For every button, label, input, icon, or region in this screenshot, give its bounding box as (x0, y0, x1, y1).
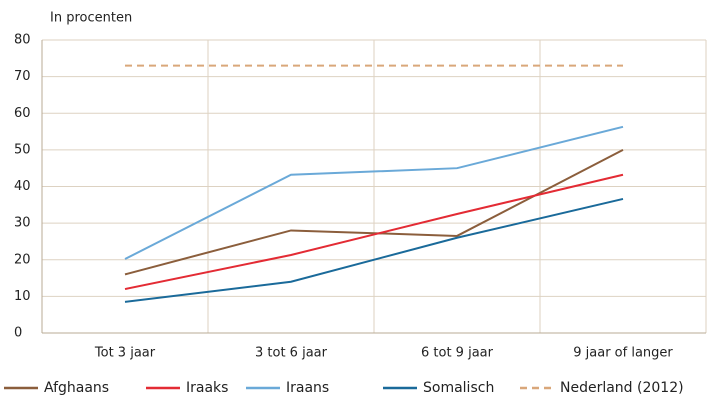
y-tick-label: 0 (14, 326, 22, 341)
legend-label: Iraaks (186, 380, 228, 396)
y-tick-label: 80 (14, 33, 31, 48)
x-tick-label: 6 tot 9 jaar (421, 346, 494, 361)
legend-label: Nederland (2012) (560, 380, 684, 396)
y-tick-label: 30 (14, 216, 31, 231)
y-axis-label: In procenten (50, 11, 132, 26)
y-tick-label: 40 (14, 179, 31, 194)
series-line (124, 197, 624, 303)
x-tick-label: Tot 3 jaar (94, 346, 156, 361)
series-line (124, 173, 624, 291)
series-line (124, 148, 624, 276)
legend-label: Iraans (286, 380, 329, 396)
x-tick-label: 3 tot 6 jaar (255, 346, 328, 361)
y-tick-label: 50 (14, 142, 31, 157)
legend-label: Afghaans (44, 380, 109, 396)
y-tick-label: 10 (14, 289, 31, 304)
y-tick-label: 60 (14, 106, 31, 121)
x-tick-label: 9 jaar of langer (573, 346, 673, 361)
series-line (124, 125, 624, 260)
y-tick-label: 20 (14, 252, 31, 267)
y-tick-label: 70 (14, 69, 31, 84)
legend-label: Somalisch (423, 380, 494, 396)
